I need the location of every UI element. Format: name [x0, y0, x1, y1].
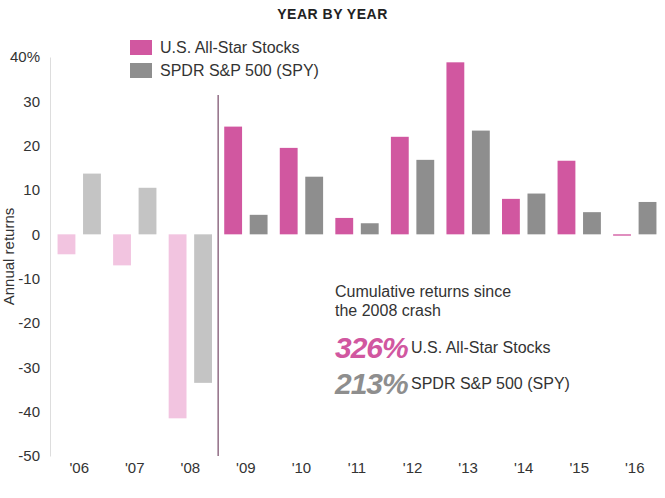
bar — [558, 161, 576, 235]
y-tick: 0 — [32, 226, 50, 243]
x-axis: '06 '07 '08 '09 '10 '11 '12 '13 '14 '15 '16 — [69, 456, 644, 476]
x-tick: '11 — [348, 456, 366, 476]
x-tick-label: '16 — [625, 459, 645, 476]
y-tick: -10 — [18, 270, 50, 287]
y-tick: 20 — [23, 137, 50, 154]
bar — [139, 188, 157, 235]
x-tick: '12 — [403, 456, 423, 476]
chart: YEAR BY YEAR -50 -40 -30 -20 -10 0 10 20 30 40% Ann… — [0, 0, 665, 498]
y-tick: 10 — [23, 181, 50, 198]
x-tick: '06 — [69, 456, 89, 476]
annotation-text: Cumulative returns since — [335, 283, 511, 300]
x-tick-label: '07 — [125, 459, 145, 476]
series-bars — [58, 62, 631, 418]
bar — [194, 234, 212, 383]
bar — [391, 137, 409, 235]
series-bars — [83, 131, 656, 383]
y-axis-line — [50, 58, 51, 457]
x-tick: '15 — [569, 456, 589, 476]
y-axis-title: Annual returns — [0, 208, 17, 306]
x-tick-label: '06 — [69, 459, 89, 476]
y-tick-label: 30 — [23, 93, 40, 110]
bar — [639, 202, 657, 234]
bar — [224, 127, 242, 235]
x-tick: '16 — [625, 456, 645, 476]
annotation-label: U.S. All-Star Stocks — [411, 339, 551, 356]
x-tick: '14 — [514, 456, 534, 476]
x-tick-label: '12 — [403, 459, 423, 476]
bar — [169, 234, 187, 418]
y-tick-label: 20 — [23, 137, 40, 154]
x-tick: '07 — [125, 456, 145, 476]
legend-label: SPDR S&P 500 (SPY) — [160, 62, 319, 79]
bar — [280, 148, 298, 234]
bar — [583, 212, 601, 234]
bar — [250, 215, 268, 235]
bar — [472, 131, 490, 235]
title: YEAR BY YEAR — [277, 6, 388, 22]
annotation-text: the 2008 crash — [335, 302, 441, 319]
bar — [83, 174, 101, 235]
x-tick: '08 — [181, 456, 201, 476]
annotation: Cumulative returns since the 2008 crash 32… — [334, 283, 570, 400]
annotation-value: 326% — [335, 331, 408, 364]
bar — [527, 194, 545, 235]
x-tick-label: '15 — [569, 459, 589, 476]
x-tick: '13 — [458, 456, 478, 476]
bar — [113, 234, 131, 265]
x-tick-label: '10 — [292, 459, 312, 476]
legend-swatch — [130, 63, 152, 78]
bar — [613, 234, 631, 235]
y-tick-label: 40% — [10, 48, 40, 65]
x-tick-label: '09 — [236, 459, 256, 476]
legend: U.S. All-Star Stocks SPDR S&P 500 (SPY) — [130, 39, 319, 79]
y-tick-label: -30 — [18, 359, 40, 376]
bar — [446, 62, 464, 234]
divider — [218, 95, 219, 456]
y-tick: 30 — [23, 93, 50, 110]
y-tick: -30 — [18, 359, 50, 376]
y-tick: -40 — [18, 403, 50, 420]
annotation-label: SPDR S&P 500 (SPY) — [411, 375, 570, 392]
y-tick-label: 0 — [32, 226, 40, 243]
bar — [305, 177, 323, 235]
y-tick-label: -40 — [18, 403, 40, 420]
y-tick: 40% — [10, 48, 50, 65]
bar — [502, 199, 520, 234]
annotation-value: 213% — [334, 367, 408, 400]
y-tick-label: -10 — [18, 270, 40, 287]
bars — [58, 62, 657, 418]
y-tick-label: -50 — [18, 447, 40, 464]
x-tick: '10 — [292, 456, 312, 476]
bar — [335, 218, 353, 234]
y-tick-label: 10 — [23, 181, 40, 198]
x-tick-label: '11 — [348, 459, 366, 476]
y-tick: -20 — [18, 314, 50, 331]
legend-swatch — [130, 40, 152, 55]
legend-label: U.S. All-Star Stocks — [160, 39, 300, 56]
x-tick: '09 — [236, 456, 256, 476]
x-tick-label: '08 — [181, 459, 201, 476]
x-tick-label: '14 — [514, 459, 534, 476]
bar — [361, 223, 379, 234]
y-tick-label: -20 — [18, 314, 40, 331]
bar — [58, 234, 76, 254]
x-tick-label: '13 — [458, 459, 478, 476]
bar — [416, 160, 434, 234]
y-tick: -50 — [18, 447, 50, 464]
